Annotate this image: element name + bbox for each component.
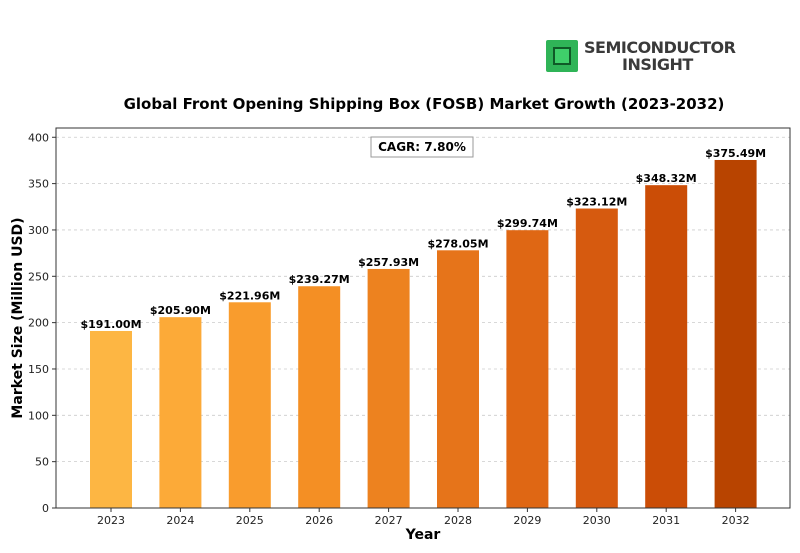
y-tick-label: 350 <box>28 178 49 191</box>
y-tick-label: 250 <box>28 270 49 283</box>
y-tick-label: 0 <box>42 502 49 515</box>
x-tick-label-2030: 2030 <box>583 514 611 527</box>
x-tick-label-2029: 2029 <box>513 514 541 527</box>
bars <box>90 159 757 509</box>
cagr-box <box>370 136 474 158</box>
bar-2025 <box>228 302 271 508</box>
y-tick-label: 200 <box>28 317 49 330</box>
y-tick-label: 50 <box>35 456 49 469</box>
data-label-2032: $375.49M <box>705 147 766 160</box>
bar-2024 <box>159 317 202 508</box>
data-label-2024: $205.90M <box>150 304 211 317</box>
data-label-2027: $257.93M <box>358 256 419 269</box>
y-axis-title: Market Size (Million USD) <box>10 217 26 418</box>
data-label-2025: $221.96M <box>219 289 280 302</box>
brand-logo: SEMICONDUCTOR INSIGHT <box>546 38 746 74</box>
x-tick-label-2031: 2031 <box>652 514 680 527</box>
y-tick-label: 300 <box>28 224 49 237</box>
y-tick-label: 100 <box>28 409 49 422</box>
data-label-2023: $191.00M <box>80 318 141 331</box>
y-tick-label: 400 <box>28 131 49 144</box>
x-tick-label-2027: 2027 <box>375 514 403 527</box>
x-tick-label-2023: 2023 <box>97 514 125 527</box>
bar-2027 <box>367 268 410 508</box>
y-axis-ticks: 0 50 100 150 200 250 300 350 400 <box>28 131 56 515</box>
bar-2023 <box>90 330 132 508</box>
data-label-2029: $299.74M <box>497 217 558 230</box>
bar-2032 <box>714 159 757 509</box>
data-label-2026: $239.27M <box>289 273 350 286</box>
x-tick-label-2026: 2026 <box>305 514 333 527</box>
x-axis-title: Year <box>405 527 441 543</box>
chart-title: Global Front Opening Shipping Box (FOSB)… <box>124 95 725 113</box>
bar-2028 <box>437 250 479 509</box>
x-tick-label-2025: 2025 <box>236 514 264 527</box>
bar-2031 <box>645 185 688 509</box>
bar-2026 <box>298 286 341 508</box>
plot-frame <box>55 127 791 509</box>
data-label-2028: $278.05M <box>427 237 488 250</box>
chip-icon <box>546 40 578 72</box>
x-tick-label-2024: 2024 <box>166 514 194 527</box>
bar-2029 <box>506 230 549 508</box>
cagr-annotation: CAGR: 7.80% <box>370 136 474 158</box>
brand-name-line2: INSIGHT <box>622 55 693 74</box>
brand-name-line1: SEMICONDUCTOR <box>584 38 736 57</box>
y-tick-label: 150 <box>28 363 49 376</box>
data-label-2031: $348.32M <box>636 172 697 185</box>
x-tick-label-2032: 2032 <box>722 514 750 527</box>
data-labels: $191.00M $205.90M $221.96M $239.27M $257.93M… <box>80 147 766 331</box>
x-tick-label-2028: 2028 <box>444 514 472 527</box>
data-label-2030: $323.12M <box>566 196 627 209</box>
cagr-label: CAGR: 7.80% <box>378 140 466 154</box>
bar-2030 <box>575 208 618 508</box>
x-axis-ticks: 2023 2024 2025 2026 2027 2028 2029 2030 2031 2032 <box>97 508 750 527</box>
